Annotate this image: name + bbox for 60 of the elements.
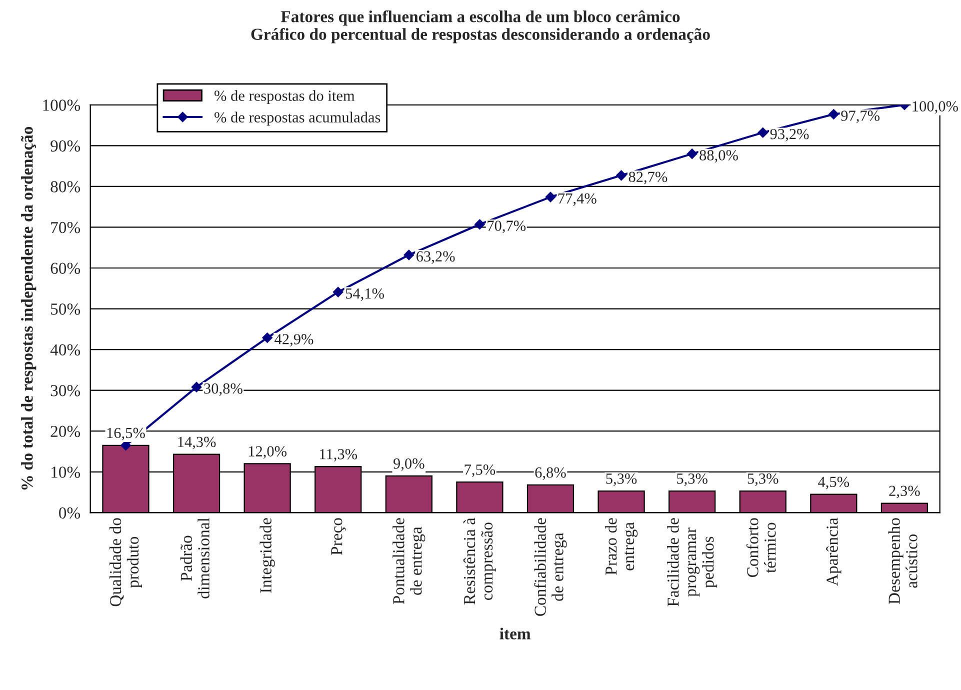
x-tick-label: Conforto térmico [746, 518, 776, 578]
data-label: 2,3% [889, 486, 920, 498]
point [333, 286, 344, 298]
x-tick-label: Facilidade de programar pedidos [667, 518, 718, 606]
point [474, 219, 485, 230]
x-tick-label: Desempenho acústico [888, 518, 918, 604]
point [616, 170, 626, 181]
y-tick-label: 60% [50, 262, 80, 274]
y-tick-label: 20% [50, 426, 80, 438]
legend-label: % de respostas acumuladas [214, 112, 380, 126]
data-label: 12,0% [248, 446, 287, 459]
y-tick-label: 100% [43, 100, 80, 111]
y-tick-label: 50% [51, 303, 80, 315]
data-label: 4,5% [818, 476, 850, 490]
data-label: 16,5% [107, 428, 145, 440]
point [404, 250, 414, 260]
data-label: 100,0% [912, 101, 958, 114]
y-tick-label: 40% [50, 344, 80, 356]
legend-label: % de respostas do item [214, 90, 355, 104]
y-axis-title: % do total de respostas independente da ordenação [21, 126, 36, 490]
x-tick-label: Qualidade do produto [109, 518, 142, 606]
point [828, 109, 839, 120]
point [191, 382, 202, 392]
data-label: 77,4% [558, 193, 596, 206]
data-label: 5,3% [606, 473, 637, 486]
data-label: 11,3% [320, 449, 358, 462]
y-tick-label: 70% [51, 222, 80, 234]
chart-title: Fatores que influenciam a escolha de um bloco cerâmico Gráfico do percentual de respostas desconsiderando a ordenação [251, 10, 710, 44]
x-tick-label: Prazo de entrega [604, 518, 638, 575]
x-tick-label: Confiabilidade de entrega [534, 518, 567, 616]
x-axis-title: item [500, 628, 531, 640]
y-tick-label: 80% [50, 181, 80, 192]
data-label: 30,8% [204, 383, 242, 396]
y-tick-label: 90% [50, 140, 80, 152]
data-label: 5,3% [748, 473, 778, 486]
x-tick-label: Pontualidade de entrega [392, 518, 426, 604]
y-tick-label: 30% [50, 385, 80, 396]
data-label: 5,3% [677, 473, 708, 486]
data-label: 70,7% [488, 220, 526, 234]
data-label: 14,3% [178, 436, 216, 450]
x-tick-label: Aparência [826, 518, 842, 586]
data-label: 6,8% [535, 467, 566, 480]
y-tick-label: 10% [52, 466, 80, 478]
data-label: 97,7% [841, 110, 880, 124]
point [686, 148, 698, 159]
point [758, 127, 768, 138]
data-label: 54,1% [346, 288, 384, 301]
x-tick-label: Padrão dimensional [180, 518, 210, 598]
point [545, 192, 556, 202]
x-tick-label: Preço [331, 518, 346, 555]
data-label: 88,0% [700, 150, 738, 163]
data-label: 42,9% [274, 334, 314, 347]
x-tick-label: Integridade [260, 518, 275, 593]
data-label: 9,0% [393, 458, 424, 471]
data-label: 7,5% [464, 464, 496, 478]
point [262, 332, 272, 343]
data-label: 82,7% [628, 172, 668, 184]
data-label: 93,2% [770, 128, 809, 142]
y-tick-label: 0% [59, 507, 80, 519]
data-label: 63,2% [416, 251, 455, 264]
